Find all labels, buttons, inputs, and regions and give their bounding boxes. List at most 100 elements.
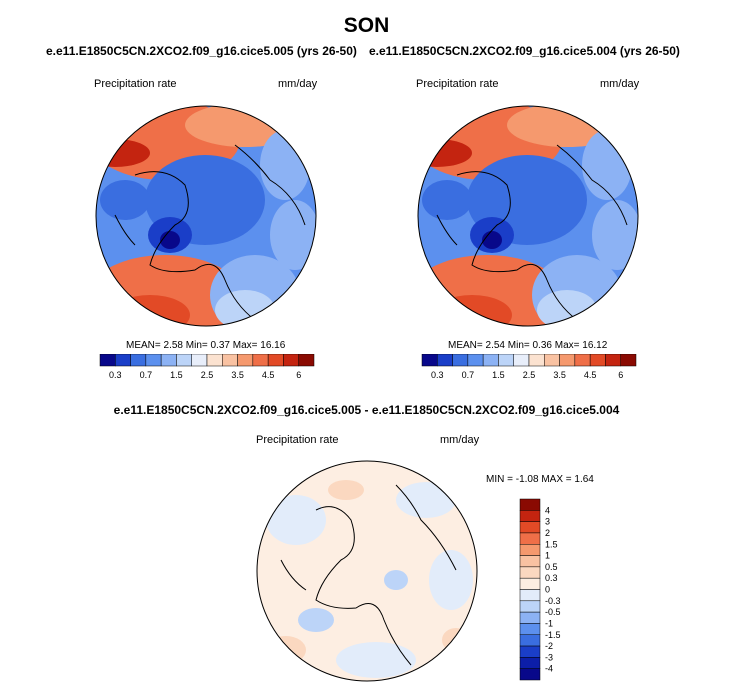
panel3-colorbar-segment — [519, 521, 541, 534]
panel3-units-label: mm/day — [440, 434, 480, 446]
panel2-colorbar-segment — [528, 354, 545, 367]
panel1-colorbar-tick-label: 0.3 — [109, 370, 122, 380]
panel1-title: e.e11.E1850C5CN.2XCO2.f09_g16.cice5.005 … — [46, 44, 357, 58]
panel3-polar-map — [256, 460, 478, 682]
panel2-colorbar-tick-label: 3.5 — [553, 370, 566, 380]
panel2-colorbar-tick-label: 4.5 — [584, 370, 597, 380]
panel3-min-value: -1.08 — [515, 474, 539, 485]
panel1-colorbar-segment — [99, 354, 116, 367]
panel2-colorbar-segment — [589, 354, 606, 367]
panel1-units-label: mm/day — [278, 78, 318, 90]
panel2-colorbar-tick-label: 0.3 — [431, 370, 444, 380]
panel3-colorbar-segment — [519, 510, 541, 522]
panel2-min-value: 0.36 — [532, 340, 552, 351]
panel3-colorbar-tick-label: -0.3 — [545, 596, 561, 606]
panel1-colorbar-segment — [237, 354, 254, 367]
panel3-colorbar-segment — [519, 555, 541, 568]
panel2-colorbar-tick-label: 2.5 — [523, 370, 536, 380]
panel3-colorbar-segment — [519, 566, 541, 579]
panel2-colorbar-segment — [513, 354, 530, 367]
panel2-colorbar-segment — [574, 354, 591, 367]
panel1-colorbar-segment — [130, 354, 147, 367]
panel1-max-label: Max= — [232, 340, 258, 351]
panel3-colorbar-segment — [519, 544, 541, 556]
panel3-colorbar-tick-label: 0 — [545, 585, 550, 595]
panel3-colorbar-tick-label: -3 — [545, 652, 553, 662]
panel3-colorbar-segment — [519, 623, 541, 635]
panel3-stats: MIN = -1.08 MAX = 1.64 — [486, 474, 594, 485]
panel1-colorbar-segment — [222, 354, 238, 367]
panel2-colorbar: 0.30.71.52.53.54.568 — [421, 354, 637, 380]
panel2-mean-label: MEAN= — [448, 340, 483, 351]
panel3-colorbar-segment — [519, 645, 541, 658]
panel3-min-label: MIN = — [486, 474, 513, 485]
panel3-colorbar-tick-label: 2 — [545, 528, 550, 538]
panel3-colorbar-segment — [519, 498, 541, 511]
panel2-colorbar-segment — [482, 354, 499, 367]
panel1-min-label: Min= — [185, 340, 208, 351]
panel1-colorbar-segment — [145, 354, 162, 367]
panel3-colorbar-tick-label: -1 — [545, 618, 553, 628]
panel3-colorbar-tick-label: 3 — [545, 517, 550, 527]
panel2-polar-map — [417, 105, 639, 327]
panel1-colorbar-segment — [206, 354, 223, 367]
panel2-colorbar-segment — [620, 354, 637, 367]
panel2-colorbar-segment — [605, 354, 621, 367]
panel3-colorbar-tick-label: -2 — [545, 641, 553, 651]
panel1-colorbar-segment — [176, 354, 192, 367]
panel3-colorbar-segment — [519, 668, 541, 681]
panel2-colorbar-segment — [467, 354, 484, 367]
panel2-colorbar-segment — [559, 354, 576, 367]
panel2-colorbar-tick-label: 6 — [618, 370, 623, 380]
panel2-mean-value: 2.54 — [485, 340, 505, 351]
panel1-colorbar-tick-label: 0.7 — [140, 370, 153, 380]
panel1-colorbar-segment — [252, 354, 269, 367]
panel2-colorbar-segment — [544, 354, 560, 367]
panel3-colorbar-segment — [519, 532, 541, 545]
panel3-variable-label: Precipitation rate — [256, 434, 339, 446]
panel2-colorbar-segment — [421, 354, 438, 367]
panel2-stats: MEAN= 2.54 Min= 0.36 Max= 16.12 — [448, 340, 607, 351]
figure-title: SON — [343, 14, 390, 37]
panel2-title: e.e11.E1850C5CN.2XCO2.f09_g16.cice5.004 … — [369, 44, 680, 58]
panel3-colorbar-tick-label: 1.5 — [545, 539, 558, 549]
panel3-colorbar-segment — [519, 589, 541, 602]
panel1-polar-map — [95, 105, 317, 327]
panel1-colorbar-tick-label: 4.5 — [262, 370, 275, 380]
panel2-colorbar-segment — [452, 354, 469, 367]
panel2-colorbar-segment — [498, 354, 514, 367]
panel3-colorbar: 4 321.5 10.50.3 0-0.3-0.5-1 -1.5-2-3 -4 — [519, 498, 561, 681]
panel3-colorbar-segment — [519, 600, 541, 613]
panel3-colorbar-segment — [519, 634, 541, 647]
panel2-variable-label: Precipitation rate — [416, 78, 499, 90]
panel1-colorbar-segment — [191, 354, 208, 367]
panel3-colorbar-tick-label: -0.5 — [545, 607, 561, 617]
panel1-variable-label: Precipitation rate — [94, 78, 177, 90]
panel3-colorbar-tick-label: 0.3 — [545, 573, 558, 583]
panel2-colorbar-segment — [437, 354, 453, 367]
panel1-colorbar-tick-label: 2.5 — [201, 370, 214, 380]
panel1-colorbar-tick-label: 6 — [296, 370, 301, 380]
panel3-colorbar-segment — [519, 577, 541, 590]
panel3-colorbar-tick-label: -1.5 — [545, 630, 561, 640]
panel3-colorbar-tick-label: -4 — [545, 664, 553, 674]
panel1-colorbar-segment — [298, 354, 315, 367]
panel3-colorbar-tick-label: 0.5 — [545, 562, 558, 572]
panel1-stats: MEAN= 2.58 Min= 0.37 Max= 16.16 — [126, 340, 285, 351]
panel3-colorbar-segment — [519, 611, 541, 624]
panel2-colorbar-tick-label: 0.7 — [462, 370, 475, 380]
panel3-max-value: 1.64 — [574, 474, 594, 485]
panel1-colorbar-segment — [283, 354, 299, 367]
panel1-colorbar-segment — [115, 354, 131, 367]
panel2-units-label: mm/day — [600, 78, 640, 90]
panel3-title: e.e11.E1850C5CN.2XCO2.f09_g16.cice5.005 … — [113, 403, 620, 417]
panel1-mean-label: MEAN= — [126, 340, 161, 351]
panel1-mean-value: 2.58 — [163, 340, 183, 351]
panel3-colorbar-tick-label: 1 — [545, 551, 550, 561]
panel3-max-label: MAX = — [541, 474, 572, 485]
panel2-max-value: 16.12 — [582, 340, 608, 351]
panel3-colorbar-segment — [519, 657, 541, 669]
panel1-colorbar-segment — [160, 354, 177, 367]
panel1-colorbar-tick-label: 3.5 — [231, 370, 244, 380]
panel2-colorbar-tick-label: 1.5 — [492, 370, 505, 380]
